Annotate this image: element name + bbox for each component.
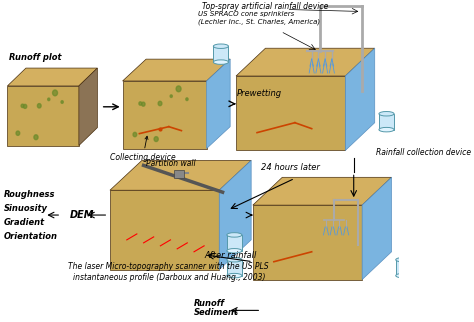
Text: After rainfall: After rainfall: [204, 251, 256, 260]
Text: The laser Micro-topography scanner with the US PLS
instantaneous profile (Darbou: The laser Micro-topography scanner with …: [68, 262, 269, 282]
Polygon shape: [79, 68, 97, 146]
Text: Sediment: Sediment: [194, 308, 239, 317]
FancyBboxPatch shape: [213, 46, 228, 62]
FancyBboxPatch shape: [379, 114, 394, 130]
Polygon shape: [207, 59, 230, 148]
Ellipse shape: [227, 273, 242, 278]
Circle shape: [21, 104, 24, 108]
Ellipse shape: [213, 44, 228, 48]
Circle shape: [154, 137, 158, 142]
Text: 24 hours later: 24 hours later: [261, 163, 320, 172]
FancyBboxPatch shape: [227, 235, 242, 251]
Text: Orientation: Orientation: [4, 232, 58, 241]
Ellipse shape: [227, 233, 242, 237]
Bar: [174, 170, 184, 178]
Text: Prewetting: Prewetting: [237, 89, 282, 98]
FancyBboxPatch shape: [227, 260, 242, 276]
Polygon shape: [8, 86, 79, 146]
Ellipse shape: [396, 258, 411, 262]
Polygon shape: [123, 59, 230, 81]
Circle shape: [170, 95, 173, 98]
Ellipse shape: [227, 258, 242, 262]
Text: DEM: DEM: [70, 210, 94, 220]
Circle shape: [176, 86, 181, 92]
FancyBboxPatch shape: [396, 260, 411, 276]
Text: Roughness: Roughness: [4, 190, 55, 199]
Circle shape: [142, 102, 145, 106]
Circle shape: [158, 101, 162, 106]
Polygon shape: [123, 81, 207, 148]
Circle shape: [139, 102, 142, 105]
Polygon shape: [236, 48, 375, 76]
Circle shape: [16, 131, 20, 135]
Text: Runoff plot: Runoff plot: [9, 53, 62, 62]
Ellipse shape: [379, 128, 394, 132]
Polygon shape: [253, 205, 362, 279]
Circle shape: [186, 98, 188, 100]
Polygon shape: [219, 160, 251, 270]
Text: Runoff: Runoff: [194, 299, 225, 308]
Circle shape: [133, 132, 137, 137]
Polygon shape: [362, 177, 392, 279]
Circle shape: [37, 104, 41, 108]
Circle shape: [53, 90, 57, 96]
Text: Collecting device: Collecting device: [110, 136, 176, 162]
Polygon shape: [346, 48, 375, 150]
Polygon shape: [8, 68, 97, 86]
Text: Gradient: Gradient: [4, 218, 45, 227]
Polygon shape: [236, 76, 346, 150]
Ellipse shape: [227, 249, 242, 253]
Polygon shape: [253, 177, 392, 205]
Text: Sinuosity: Sinuosity: [4, 204, 48, 213]
Circle shape: [48, 98, 50, 101]
Ellipse shape: [213, 60, 228, 64]
Text: Partition wall: Partition wall: [146, 159, 196, 168]
Ellipse shape: [379, 111, 394, 116]
Ellipse shape: [396, 273, 411, 278]
Text: Top-spray artificial rainfall device: Top-spray artificial rainfall device: [202, 3, 329, 12]
Polygon shape: [110, 160, 251, 190]
Polygon shape: [110, 190, 219, 270]
Circle shape: [23, 104, 27, 109]
Circle shape: [61, 101, 64, 103]
Text: US SPRACO cone sprinklers
(Lechler Inc., St. Charles, America): US SPRACO cone sprinklers (Lechler Inc.,…: [198, 11, 320, 25]
Circle shape: [34, 135, 38, 140]
Text: Rainfall collection device: Rainfall collection device: [376, 148, 472, 157]
